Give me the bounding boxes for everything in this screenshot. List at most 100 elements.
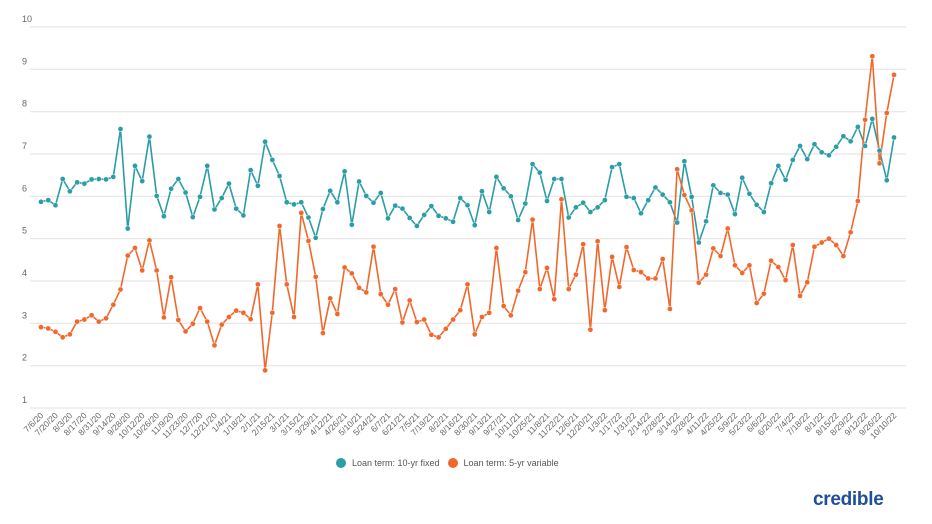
data-point-5yr-variable [833, 242, 840, 248]
data-point-10yr-fixed [435, 212, 442, 219]
data-point-10yr-fixed [869, 116, 876, 122]
data-point-5yr-variable [363, 289, 370, 296]
data-point-10yr-fixed [891, 134, 897, 141]
legend: Loan term: 10-yr fixed Loan term: 5-yr v… [336, 458, 567, 468]
data-point-10yr-fixed [457, 195, 464, 201]
data-point-5yr-variable [544, 265, 550, 271]
data-point-10yr-fixed [442, 215, 449, 222]
data-point-10yr-fixed [594, 204, 601, 211]
data-point-5yr-variable [81, 316, 88, 323]
data-point-5yr-variable [341, 264, 348, 271]
data-point-5yr-variable [356, 284, 362, 291]
data-point-10yr-fixed [312, 234, 319, 241]
data-point-10yr-fixed [623, 193, 630, 200]
data-point-10yr-fixed [110, 174, 117, 180]
data-point-10yr-fixed [667, 199, 673, 206]
data-point-5yr-variable [139, 267, 146, 274]
data-point-10yr-fixed [826, 152, 832, 159]
data-point-10yr-fixed [688, 193, 695, 200]
data-point-10yr-fixed [601, 197, 608, 203]
data-point-5yr-variable [746, 262, 753, 269]
data-point-10yr-fixed [753, 201, 760, 208]
data-point-5yr-variable [95, 318, 102, 325]
data-point-10yr-fixed [551, 176, 558, 182]
data-point-10yr-fixed [789, 157, 796, 163]
data-point-5yr-variable [276, 223, 283, 229]
data-point-5yr-variable [536, 286, 543, 292]
data-point-5yr-variable [334, 311, 341, 317]
data-point-5yr-variable [623, 244, 630, 250]
data-point-5yr-variable [226, 314, 232, 320]
data-point-10yr-fixed [255, 182, 261, 189]
data-point-5yr-variable [609, 254, 615, 260]
data-point-5yr-variable [876, 160, 883, 167]
data-point-5yr-variable [45, 325, 52, 332]
data-point-10yr-fixed [811, 141, 818, 148]
data-point-10yr-fixed [493, 174, 500, 180]
data-point-5yr-variable [59, 334, 66, 341]
data-point-10yr-fixed [609, 164, 615, 170]
data-point-10yr-fixed [291, 201, 297, 208]
data-point-5yr-variable [132, 245, 138, 251]
data-point-10yr-fixed [565, 214, 572, 221]
data-point-10yr-fixed [522, 200, 529, 207]
data-point-5yr-variable [753, 300, 760, 306]
data-point-5yr-variable [789, 242, 796, 248]
data-point-5yr-variable [312, 273, 319, 280]
data-point-10yr-fixed [804, 156, 811, 162]
data-point-10yr-fixed [327, 187, 334, 194]
data-point-5yr-variable [797, 292, 803, 299]
data-point-10yr-fixed [161, 213, 167, 220]
data-point-10yr-fixed [74, 179, 80, 186]
data-point-10yr-fixed [818, 149, 825, 156]
legend-item-5yr-variable[interactable]: Loan term: 5-yr variable [447, 458, 559, 468]
data-point-10yr-fixed [797, 143, 803, 149]
data-point-10yr-fixed [95, 176, 102, 182]
data-point-5yr-variable [681, 192, 688, 198]
data-point-10yr-fixed [847, 138, 854, 145]
data-point-5yr-variable [406, 297, 413, 304]
data-point-10yr-fixed [652, 184, 659, 191]
data-point-5yr-variable [630, 267, 637, 273]
data-point-5yr-variable [826, 235, 832, 242]
data-point-5yr-variable [320, 330, 326, 336]
data-point-5yr-variable [515, 287, 521, 294]
data-point-5yr-variable [385, 301, 391, 308]
data-point-5yr-variable [211, 342, 218, 349]
data-point-5yr-variable [124, 252, 131, 259]
data-point-5yr-variable [551, 296, 558, 303]
data-point-5yr-variable [883, 110, 890, 116]
data-point-5yr-variable [74, 318, 80, 325]
data-point-5yr-variable [204, 318, 211, 325]
data-point-10yr-fixed [262, 138, 268, 145]
y-tick-label: 2 [22, 353, 27, 363]
data-point-5yr-variable [638, 269, 644, 275]
data-point-10yr-fixed [732, 211, 738, 217]
data-point-10yr-fixed [782, 176, 789, 183]
data-point-5yr-variable [558, 196, 565, 203]
data-point-5yr-variable [601, 307, 608, 314]
data-point-10yr-fixed [573, 204, 579, 211]
data-point-10yr-fixed [674, 219, 680, 226]
data-point-5yr-variable [688, 207, 695, 214]
data-point-5yr-variable [840, 253, 847, 259]
data-point-5yr-variable [811, 243, 818, 250]
data-point-10yr-fixed [341, 168, 348, 175]
y-tick-label: 9 [22, 56, 27, 66]
data-point-10yr-fixed [197, 193, 203, 200]
data-point-5yr-variable [739, 270, 746, 276]
data-point-10yr-fixed [305, 214, 312, 221]
data-point-10yr-fixed [775, 163, 782, 169]
data-point-10yr-fixed [283, 199, 290, 206]
data-point-5yr-variable [399, 319, 406, 326]
legend-item-10yr-fixed[interactable]: Loan term: 10-yr fixed [336, 458, 440, 468]
data-point-5yr-variable [587, 326, 594, 333]
data-point-10yr-fixed [298, 199, 305, 206]
data-point-5yr-variable [255, 281, 261, 288]
data-point-5yr-variable [392, 286, 399, 292]
data-point-5yr-variable [110, 301, 117, 308]
data-point-5yr-variable [435, 334, 442, 341]
data-point-10yr-fixed [500, 185, 507, 192]
data-point-5yr-variable [862, 116, 868, 123]
data-point-5yr-variable [804, 279, 811, 286]
